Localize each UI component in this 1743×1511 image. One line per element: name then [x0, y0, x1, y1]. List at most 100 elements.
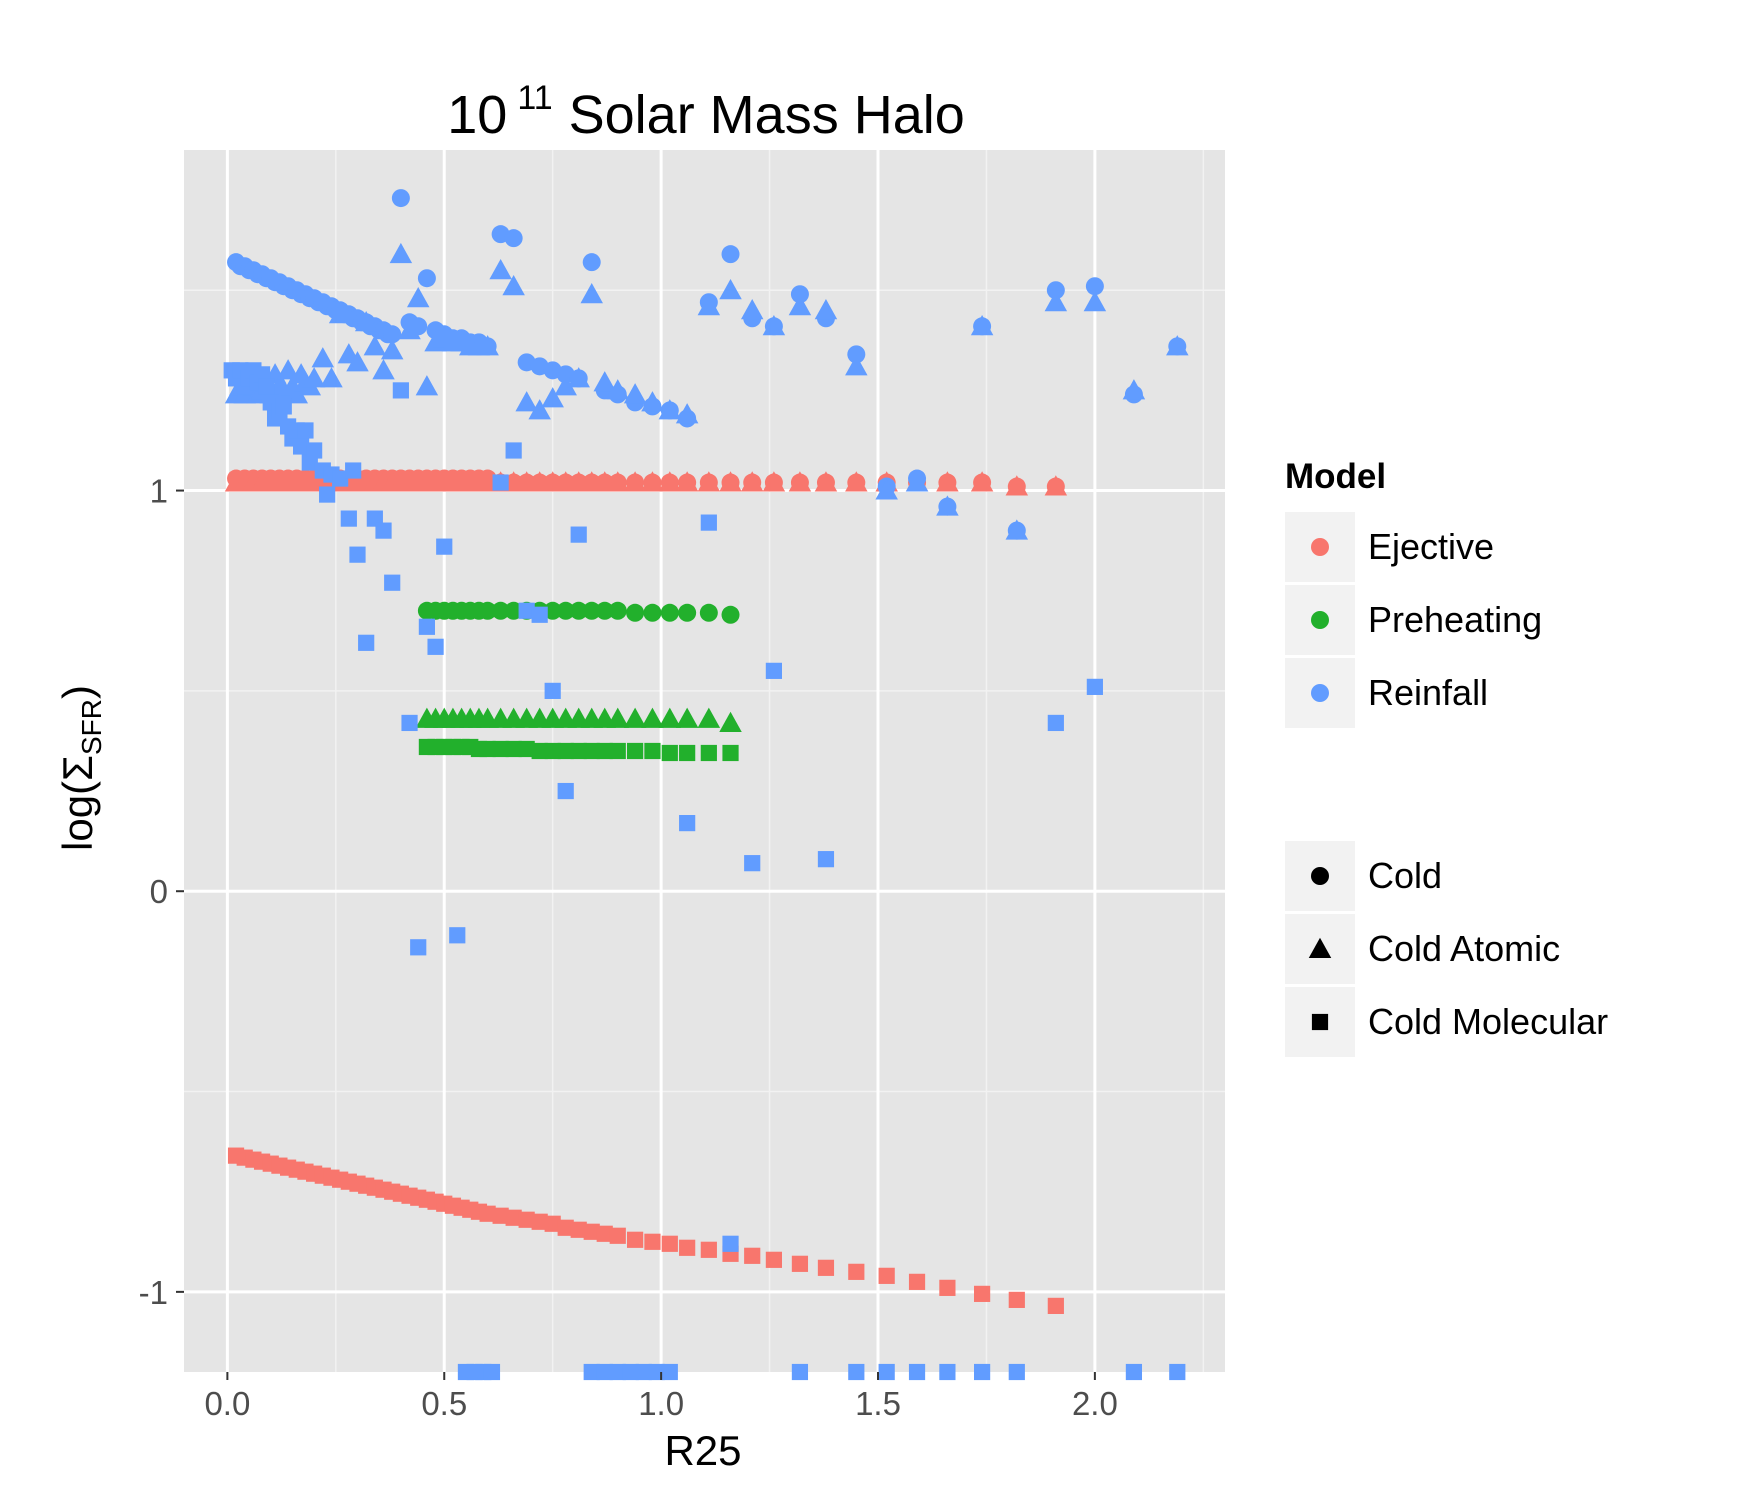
- reinfall-cold-molecular-point: [449, 927, 466, 944]
- reinfall-cold-molecular-point: [518, 602, 535, 619]
- x-tick-label: 0.0: [204, 1385, 250, 1422]
- y-tick-label: -1: [139, 1274, 168, 1311]
- preheating-cold-atomic-point: [675, 707, 699, 728]
- ejective-cold-molecular-point: [609, 1227, 626, 1244]
- ejective-cold-atomic-point: [641, 471, 664, 492]
- preheating-cold-point: [595, 601, 614, 620]
- chart-title: 10 11 Solar Mass Halo: [447, 79, 965, 145]
- reinfall-cold-atomic-point: [905, 471, 929, 492]
- reinfall-cold-molecular-point: [384, 574, 401, 591]
- chart-title-rest: Solar Mass Halo: [569, 85, 965, 145]
- reinfall-cold-atomic-point: [515, 391, 538, 412]
- chart-title-superscript: 11: [517, 79, 552, 117]
- reinfall-cold-molecular-point: [436, 538, 453, 555]
- reinfall-cold-molecular-point: [1086, 678, 1103, 695]
- reinfall-cold-molecular-point: [744, 855, 761, 872]
- preheating-cold-molecular-point: [544, 742, 561, 760]
- preheating-cold-molecular-point: [518, 740, 535, 758]
- reinfall-cold-molecular-point: [531, 606, 548, 623]
- ejective-cold-atomic-point: [623, 471, 647, 492]
- preheating-cold-point: [556, 601, 575, 620]
- reinfall-cold-molecular-point: [340, 510, 357, 527]
- ejective-cold-atomic-point: [814, 471, 838, 492]
- x-tick-label: 2.0: [1072, 1385, 1118, 1422]
- reinfall-cold-atomic-point: [719, 278, 742, 300]
- ejective-cold-molecular-point: [492, 1207, 509, 1224]
- x-axis-title: R25: [664, 1427, 741, 1474]
- reinfall-cold-atomic-point: [389, 242, 413, 264]
- reinfall-cold-molecular-point: [505, 442, 522, 459]
- preheating-cold-point: [721, 605, 740, 624]
- ejective-cold-molecular-point: [974, 1285, 991, 1302]
- ejective-cold-molecular-point: [644, 1233, 661, 1250]
- ejective-cold-atomic-point: [658, 471, 682, 492]
- ejective-cold-molecular-point: [627, 1231, 644, 1248]
- legend-label: Cold: [1368, 855, 1442, 896]
- reinfall-cold-atomic-point: [302, 367, 326, 388]
- legend-label: Reinfall: [1368, 672, 1488, 713]
- reinfall-cold-molecular-point: [410, 939, 427, 956]
- reinfall-cold-molecular-point: [306, 442, 323, 459]
- reinfall-cold-molecular-point: [557, 782, 574, 800]
- y-tick-label: 0: [150, 873, 168, 910]
- legend-key-reinfall: [1311, 684, 1329, 702]
- x-tick-label: 1.0: [638, 1385, 684, 1422]
- legend-model-title: Model: [1285, 457, 1386, 496]
- reinfall-cold-molecular-point: [427, 638, 444, 655]
- reinfall-cold-molecular-point: [349, 546, 366, 563]
- reinfall-cold-molecular-point: [661, 1363, 678, 1381]
- reinfall-cold-atomic-point: [1166, 335, 1189, 356]
- y-axis: -1 0 1: [139, 473, 184, 1311]
- reinfall-cold-molecular-point: [596, 1363, 613, 1381]
- reinfall-cold-atomic-point: [328, 303, 352, 324]
- reinfall-cold-atomic-point: [1083, 290, 1107, 312]
- reinfall-cold-atomic-point: [346, 351, 369, 372]
- reinfall-cold-molecular-point: [375, 522, 392, 539]
- reinfall-cold-atomic-point: [762, 315, 786, 336]
- reinfall-cold-molecular-point: [418, 618, 435, 635]
- preheating-cold-point: [699, 603, 718, 622]
- legend-model: Model Ejective Preheating Reinfall: [1285, 457, 1542, 728]
- reinfall-cold-atomic-point: [398, 319, 421, 340]
- preheating-cold-molecular-point: [700, 744, 717, 762]
- reinfall-cold-atomic-point: [276, 359, 300, 380]
- reinfall-cold-point: [417, 269, 436, 288]
- y-axis-title: log(ΣSFR): [54, 685, 107, 851]
- ejective-cold-atomic-point: [936, 471, 959, 492]
- ejective-cold-molecular-point: [765, 1251, 782, 1268]
- reinfall-cold-atomic-point: [567, 367, 590, 388]
- reinfall-cold-atomic-point: [593, 371, 616, 392]
- legend-key-preheating: [1311, 611, 1329, 629]
- reinfall-cold-molecular-point: [258, 378, 275, 395]
- reinfall-cold-atomic-point: [641, 391, 664, 412]
- reinfall-cold-molecular-point: [544, 682, 561, 699]
- legend-key-cold-atomic: [1308, 937, 1332, 958]
- preheating-cold-molecular-point: [722, 744, 739, 762]
- preheating-cold-atomic-point: [623, 707, 647, 728]
- reinfall-cold-atomic-point: [697, 295, 721, 316]
- legend-key-cold: [1311, 867, 1329, 885]
- reinfall-cold-atomic-point: [489, 258, 512, 280]
- reinfall-cold-atomic-point: [311, 347, 335, 368]
- legend-label: Cold Atomic: [1368, 928, 1560, 969]
- reinfall-cold-molecular-point: [908, 1363, 926, 1381]
- reinfall-cold-molecular-point: [1125, 1363, 1143, 1381]
- chart-title-base: 10: [447, 85, 507, 145]
- reinfall-cold-atomic-point: [320, 367, 343, 388]
- preheating-cold-point: [543, 601, 562, 620]
- reinfall-cold-atomic-point: [580, 282, 603, 304]
- reinfall-cold-point: [1046, 281, 1065, 300]
- reinfall-cold-molecular-point: [700, 514, 717, 531]
- reinfall-cold-atomic-point: [541, 387, 564, 408]
- reinfall-cold-point: [790, 285, 809, 304]
- x-tick-label: 0.5: [421, 1385, 467, 1422]
- ejective-cold-molecular-point: [1008, 1291, 1025, 1308]
- reinfall-cold-atomic-point: [1005, 519, 1029, 540]
- reinfall-cold-molecular-point: [332, 470, 349, 487]
- reinfall-cold-molecular-point: [275, 398, 292, 415]
- y-axis-title-sigma: Σ: [54, 755, 101, 781]
- preheating-cold-molecular-point: [570, 742, 587, 760]
- reinfall-cold-point: [504, 229, 523, 248]
- ejective-cold-atomic-point: [845, 471, 868, 492]
